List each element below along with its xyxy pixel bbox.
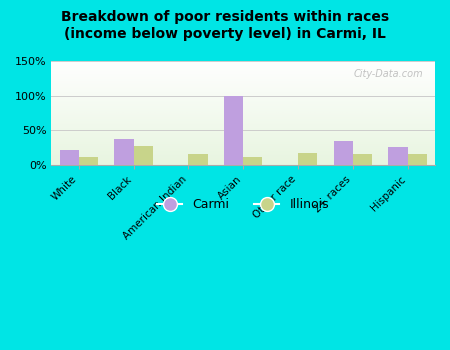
Bar [388, 147, 408, 165]
Bar [189, 154, 207, 165]
Bar [298, 153, 317, 165]
Bar [114, 139, 134, 165]
Bar [79, 158, 98, 165]
Bar [134, 146, 153, 165]
Text: City-Data.com: City-Data.com [354, 69, 423, 79]
Text: Breakdown of poor residents within races
(income below poverty level) in Carmi, : Breakdown of poor residents within races… [61, 10, 389, 41]
Legend: Carmi, Illinois: Carmi, Illinois [153, 193, 334, 216]
Bar [333, 141, 353, 165]
Bar [224, 96, 243, 165]
Bar [60, 150, 79, 165]
Bar [243, 157, 262, 165]
Bar [353, 154, 372, 165]
Bar [408, 154, 427, 165]
